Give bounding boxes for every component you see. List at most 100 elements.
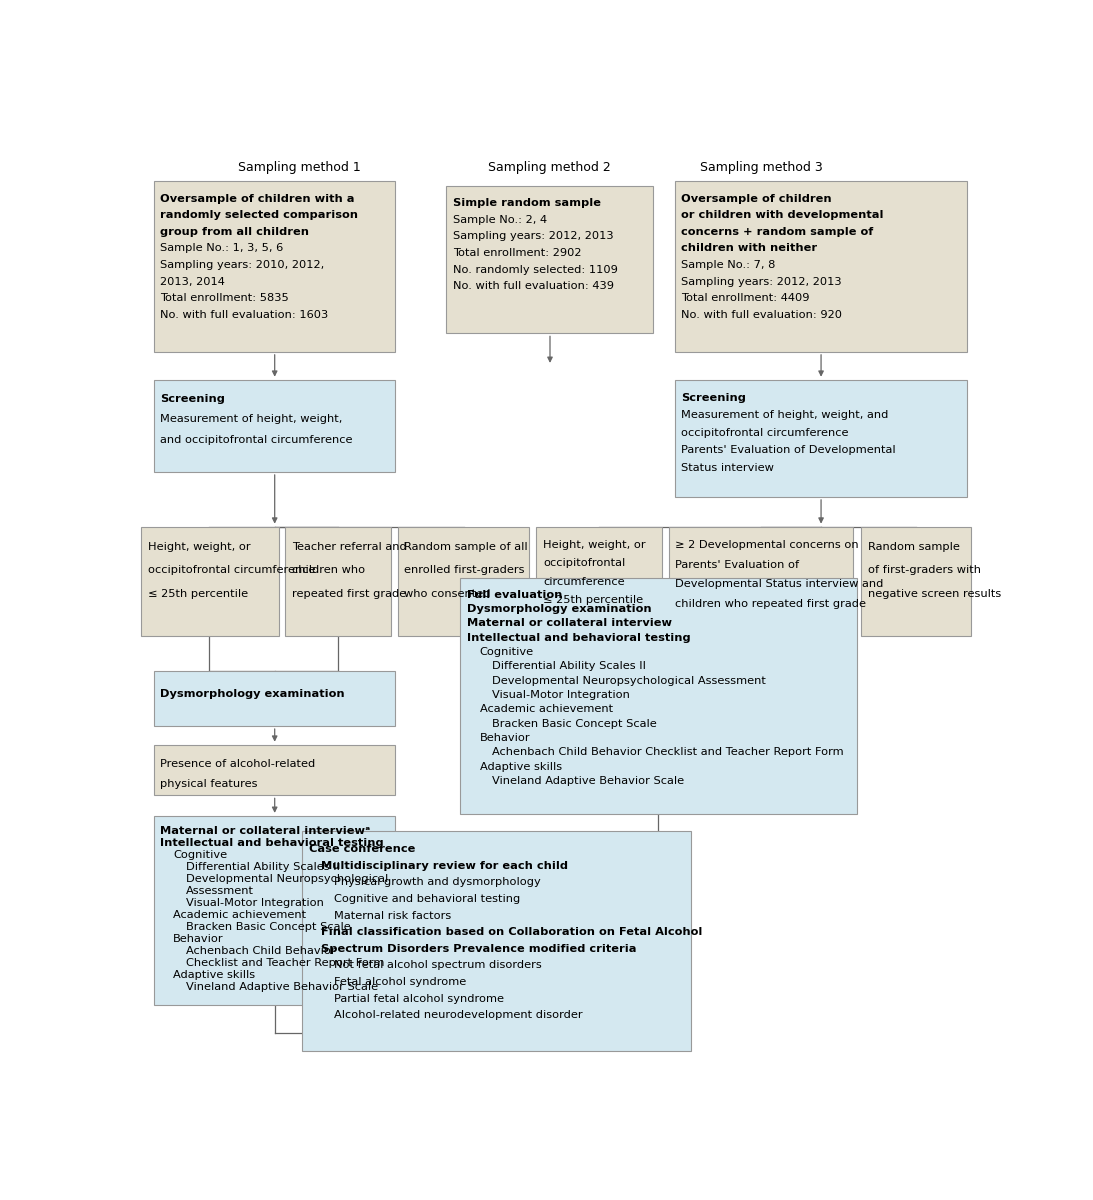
Text: group from all children: group from all children (161, 227, 309, 236)
Text: Multidisciplinary review for each child: Multidisciplinary review for each child (321, 860, 568, 871)
Text: Visual-Motor Integration: Visual-Motor Integration (493, 690, 631, 700)
Text: occipitofrontal circumference: occipitofrontal circumference (148, 565, 315, 576)
Text: Dysmorphology examination: Dysmorphology examination (467, 604, 651, 614)
Text: randomly selected comparison: randomly selected comparison (161, 210, 359, 220)
Text: Maternal or collateral interview: Maternal or collateral interview (467, 618, 672, 629)
Text: who consented: who consented (404, 588, 491, 599)
Text: Visual-Motor Integration: Visual-Motor Integration (186, 898, 324, 908)
Text: of first-graders with: of first-graders with (868, 565, 980, 576)
Text: and occipitofrontal circumference: and occipitofrontal circumference (161, 434, 353, 445)
Text: Vineland Adaptive Behavior Scale: Vineland Adaptive Behavior Scale (493, 776, 684, 786)
FancyBboxPatch shape (537, 527, 662, 636)
Text: ≤ 25th percentile: ≤ 25th percentile (543, 595, 644, 606)
Text: Developmental Neuropsychological Assessment: Developmental Neuropsychological Assessm… (493, 676, 766, 685)
FancyBboxPatch shape (153, 379, 395, 472)
Text: Vineland Adaptive Behavior Scale: Vineland Adaptive Behavior Scale (186, 982, 378, 992)
Text: children who repeated first grade: children who repeated first grade (675, 599, 867, 608)
Text: Intellectual and behavioral testing: Intellectual and behavioral testing (161, 838, 384, 848)
Text: occipitofrontal circumference: occipitofrontal circumference (681, 427, 849, 438)
Text: Developmental Neuropsychological: Developmental Neuropsychological (186, 874, 388, 884)
Text: Cognitive: Cognitive (173, 850, 227, 860)
Text: 2013, 2014: 2013, 2014 (161, 277, 225, 287)
Text: Alcohol-related neurodevelopment disorder: Alcohol-related neurodevelopment disorde… (334, 1010, 583, 1020)
Text: ≥ 2 Developmental concerns on: ≥ 2 Developmental concerns on (675, 540, 859, 551)
Text: Assessment: Assessment (186, 886, 254, 896)
Text: Bracken Basic Concept Scale: Bracken Basic Concept Scale (186, 922, 351, 932)
FancyBboxPatch shape (398, 527, 529, 636)
Text: No. with full evaluation: 1603: No. with full evaluation: 1603 (161, 310, 329, 320)
Text: Differential Ability Scales II: Differential Ability Scales II (186, 862, 340, 872)
Text: Sample No.: 1, 3, 5, 6: Sample No.: 1, 3, 5, 6 (161, 244, 283, 253)
Text: Behavior: Behavior (480, 733, 530, 743)
Text: Total enrollment: 4409: Total enrollment: 4409 (681, 293, 810, 304)
Text: Simple random sample: Simple random sample (453, 198, 600, 208)
FancyBboxPatch shape (302, 832, 692, 1051)
Text: Screening: Screening (681, 392, 747, 403)
Text: Checklist and Teacher Report Form: Checklist and Teacher Report Form (186, 958, 384, 968)
Text: Measurement of height, weight,: Measurement of height, weight, (161, 414, 343, 425)
Text: enrolled first-graders: enrolled first-graders (404, 565, 525, 576)
Text: or children with developmental: or children with developmental (681, 210, 884, 220)
Text: Maternal or collateral interviewᵃ: Maternal or collateral interviewᵃ (161, 826, 371, 836)
Text: Height, weight, or: Height, weight, or (543, 540, 646, 550)
Text: children with neither: children with neither (681, 244, 818, 253)
Text: Status interview: Status interview (681, 463, 774, 473)
Text: Maternal risk factors: Maternal risk factors (334, 911, 451, 920)
Text: Physical growth and dysmorphology: Physical growth and dysmorphology (334, 877, 541, 887)
Text: Dysmorphology examination: Dysmorphology examination (161, 689, 345, 698)
Text: Not fetal alcohol spectrum disorders: Not fetal alcohol spectrum disorders (334, 960, 542, 971)
Text: repeated first grade: repeated first grade (292, 588, 406, 599)
Text: negative screen results: negative screen results (868, 588, 1001, 599)
Text: physical features: physical features (161, 779, 258, 790)
Text: No. with full evaluation: 439: No. with full evaluation: 439 (453, 281, 613, 292)
Text: Fetal alcohol syndrome: Fetal alcohol syndrome (334, 977, 467, 988)
Text: Cognitive and behavioral testing: Cognitive and behavioral testing (334, 894, 520, 904)
FancyBboxPatch shape (153, 816, 395, 1006)
Text: Sampling years: 2012, 2013: Sampling years: 2012, 2013 (681, 277, 842, 287)
Text: children who: children who (292, 565, 365, 576)
Text: Total enrollment: 5835: Total enrollment: 5835 (161, 293, 289, 304)
Text: Adaptive skills: Adaptive skills (173, 970, 255, 980)
Text: Height, weight, or: Height, weight, or (148, 542, 250, 552)
Text: Adaptive skills: Adaptive skills (480, 762, 562, 772)
Text: Bracken Basic Concept Scale: Bracken Basic Concept Scale (493, 719, 657, 728)
Text: Presence of alcohol-related: Presence of alcohol-related (161, 760, 316, 769)
Text: occipitofrontal: occipitofrontal (543, 558, 625, 569)
Text: Random sample of all: Random sample of all (404, 542, 528, 552)
Text: Achenbach Child Behavior: Achenbach Child Behavior (186, 946, 336, 956)
Text: Final classification based on Collaboration on Fetal Alcohol: Final classification based on Collaborat… (321, 928, 703, 937)
Text: Oversample of children with a: Oversample of children with a (161, 193, 355, 204)
Text: Cognitive: Cognitive (480, 647, 533, 656)
Text: Sampling years: 2012, 2013: Sampling years: 2012, 2013 (453, 232, 613, 241)
FancyBboxPatch shape (674, 181, 967, 352)
FancyBboxPatch shape (141, 527, 279, 636)
Text: Sample No.: 7, 8: Sample No.: 7, 8 (681, 260, 776, 270)
Text: Parents' Evaluation of: Parents' Evaluation of (675, 560, 799, 570)
Text: Sampling method 1: Sampling method 1 (238, 161, 361, 174)
Text: Developmental Status interview and: Developmental Status interview and (675, 580, 884, 589)
FancyBboxPatch shape (669, 527, 854, 636)
Text: Full evaluation: Full evaluation (467, 589, 563, 600)
Text: Oversample of children: Oversample of children (681, 193, 832, 204)
Text: Academic achievement: Academic achievement (480, 704, 613, 714)
FancyBboxPatch shape (285, 527, 391, 636)
FancyBboxPatch shape (446, 186, 654, 334)
Text: No. randomly selected: 1109: No. randomly selected: 1109 (453, 265, 618, 275)
Text: concerns + random sample of: concerns + random sample of (681, 227, 873, 236)
Text: Partial fetal alcohol syndrome: Partial fetal alcohol syndrome (334, 994, 504, 1003)
Text: Academic achievement: Academic achievement (173, 910, 306, 920)
FancyBboxPatch shape (861, 527, 971, 636)
Text: Sampling years: 2010, 2012,: Sampling years: 2010, 2012, (161, 260, 325, 270)
Text: ≤ 25th percentile: ≤ 25th percentile (148, 588, 248, 599)
Text: Measurement of height, weight, and: Measurement of height, weight, and (681, 410, 889, 420)
FancyBboxPatch shape (460, 578, 857, 814)
Text: Sampling method 2: Sampling method 2 (489, 161, 611, 174)
Text: Differential Ability Scales II: Differential Ability Scales II (493, 661, 646, 671)
Text: Screening: Screening (161, 394, 225, 404)
Text: Spectrum Disorders Prevalence modified criteria: Spectrum Disorders Prevalence modified c… (321, 944, 637, 954)
Text: Parents' Evaluation of Developmental: Parents' Evaluation of Developmental (681, 445, 896, 455)
FancyBboxPatch shape (674, 379, 967, 497)
Text: Achenbach Child Behavior Checklist and Teacher Report Form: Achenbach Child Behavior Checklist and T… (493, 748, 844, 757)
Text: Total enrollment: 2902: Total enrollment: 2902 (453, 248, 581, 258)
Text: Case conference: Case conference (308, 844, 415, 854)
